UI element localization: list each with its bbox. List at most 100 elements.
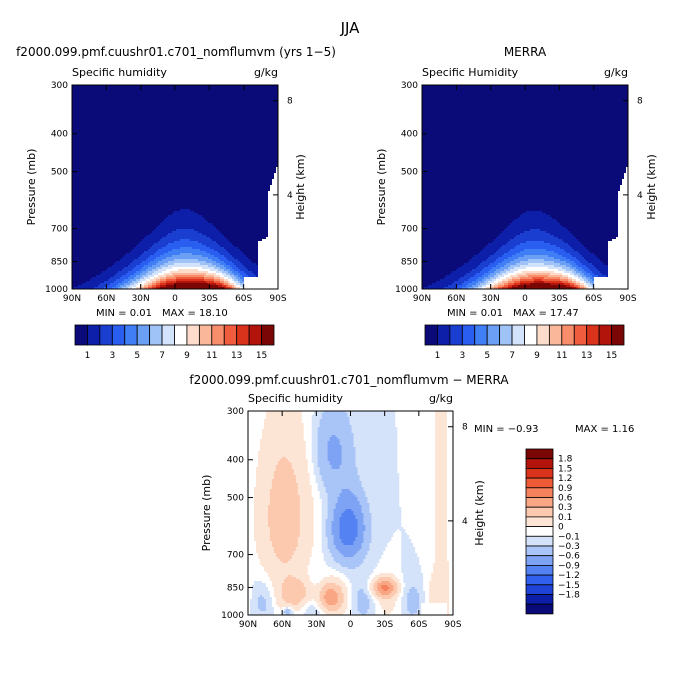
contour-cell <box>361 563 378 566</box>
contour-cell <box>248 481 257 484</box>
contour-cell <box>273 477 297 480</box>
contour-cell <box>422 223 511 226</box>
contour-cell <box>321 479 360 482</box>
contour-cell <box>309 477 317 480</box>
contour-cell <box>218 269 225 272</box>
contour-cell <box>355 495 366 498</box>
contour-cell <box>275 603 293 606</box>
contour-cell <box>431 577 450 580</box>
contour-cell <box>72 121 279 124</box>
contour-cell <box>578 239 613 242</box>
contour-cell <box>268 217 279 220</box>
contour-cell <box>419 601 426 604</box>
contour-cell <box>498 285 505 288</box>
contour-cell <box>379 573 394 576</box>
contour-cell <box>72 149 279 152</box>
contour-cell <box>202 267 215 270</box>
contour-cell <box>562 255 573 258</box>
contour-cell <box>544 281 563 284</box>
contour-cell <box>397 465 436 468</box>
contour-cell <box>351 491 366 494</box>
contour-cell <box>422 247 485 250</box>
contour-cell <box>261 435 305 438</box>
contour-cell <box>422 285 429 288</box>
contour-cell <box>422 129 629 132</box>
contour-cell <box>158 261 169 264</box>
contour-cell <box>214 279 221 282</box>
contour-cell <box>371 521 402 524</box>
contour-cell <box>373 585 378 588</box>
contour-cell <box>429 585 450 588</box>
contour-cell <box>435 543 448 546</box>
contour-cell <box>257 453 307 456</box>
contour-cell <box>566 261 575 264</box>
contour-cell <box>449 601 454 604</box>
contour-cell <box>558 269 567 272</box>
contour-cell <box>311 491 321 494</box>
contour-cell <box>248 505 255 508</box>
contour-cell <box>150 233 169 236</box>
contour-cell <box>422 265 463 268</box>
contour-cell <box>142 275 149 278</box>
contour-cell <box>273 613 283 616</box>
contour-cell <box>433 563 450 566</box>
contour-cell <box>148 263 157 266</box>
contour-cell <box>273 551 295 554</box>
contour-cell <box>281 593 307 596</box>
contour-cell <box>401 521 436 524</box>
contour-cell <box>268 231 279 234</box>
contour-cell <box>166 277 177 280</box>
contour-cell <box>576 281 581 284</box>
contour-cell <box>422 159 629 162</box>
contour-cell <box>449 611 454 614</box>
contour-cell <box>618 199 629 202</box>
contour-cell <box>309 557 325 560</box>
contour-cell <box>422 139 629 142</box>
contour-cell <box>72 135 279 138</box>
contour-cell <box>251 593 271 596</box>
contour-cell <box>154 259 163 262</box>
contour-cell <box>248 513 255 516</box>
contour-cell <box>413 613 422 616</box>
contour-cell <box>248 257 259 260</box>
contour-cell <box>425 595 430 598</box>
contour-cell <box>490 273 497 276</box>
contour-cell <box>608 241 629 244</box>
contour-cell <box>500 233 521 236</box>
x-tick-label: 60S <box>585 294 602 304</box>
contour-cell <box>248 525 255 528</box>
contour-cell <box>327 541 334 544</box>
contour-cell <box>435 509 448 512</box>
contour-cell <box>327 565 342 568</box>
contour-cell <box>265 415 303 418</box>
contour-cell <box>72 89 279 92</box>
contour-cell <box>248 565 263 568</box>
contour-cell <box>385 549 402 552</box>
contour-cell <box>361 543 370 546</box>
contour-cell <box>339 527 358 530</box>
contour-cell <box>160 281 167 284</box>
contour-cell <box>248 535 255 538</box>
contour-cell <box>72 171 277 174</box>
contour-cell <box>359 501 368 504</box>
contour-cell <box>466 273 477 276</box>
contour-cell <box>319 611 325 614</box>
contour-cell <box>341 513 354 516</box>
contour-cell <box>293 551 313 554</box>
contour-cell <box>435 487 448 490</box>
contour-cell <box>576 283 581 286</box>
contour-cell <box>514 219 557 222</box>
contour-cell <box>271 597 277 600</box>
contour-cell <box>584 281 587 284</box>
contour-cell <box>618 219 629 222</box>
contour-cell <box>257 597 265 600</box>
contour-cell <box>321 519 327 522</box>
contour-cell <box>357 531 364 534</box>
contour-cell <box>526 273 551 276</box>
contour-cell <box>341 603 348 606</box>
contour-cell <box>291 465 309 468</box>
contour-cell <box>136 287 141 290</box>
contour-cell <box>371 517 402 520</box>
contour-cell <box>238 259 251 262</box>
contour-cell <box>174 241 199 244</box>
